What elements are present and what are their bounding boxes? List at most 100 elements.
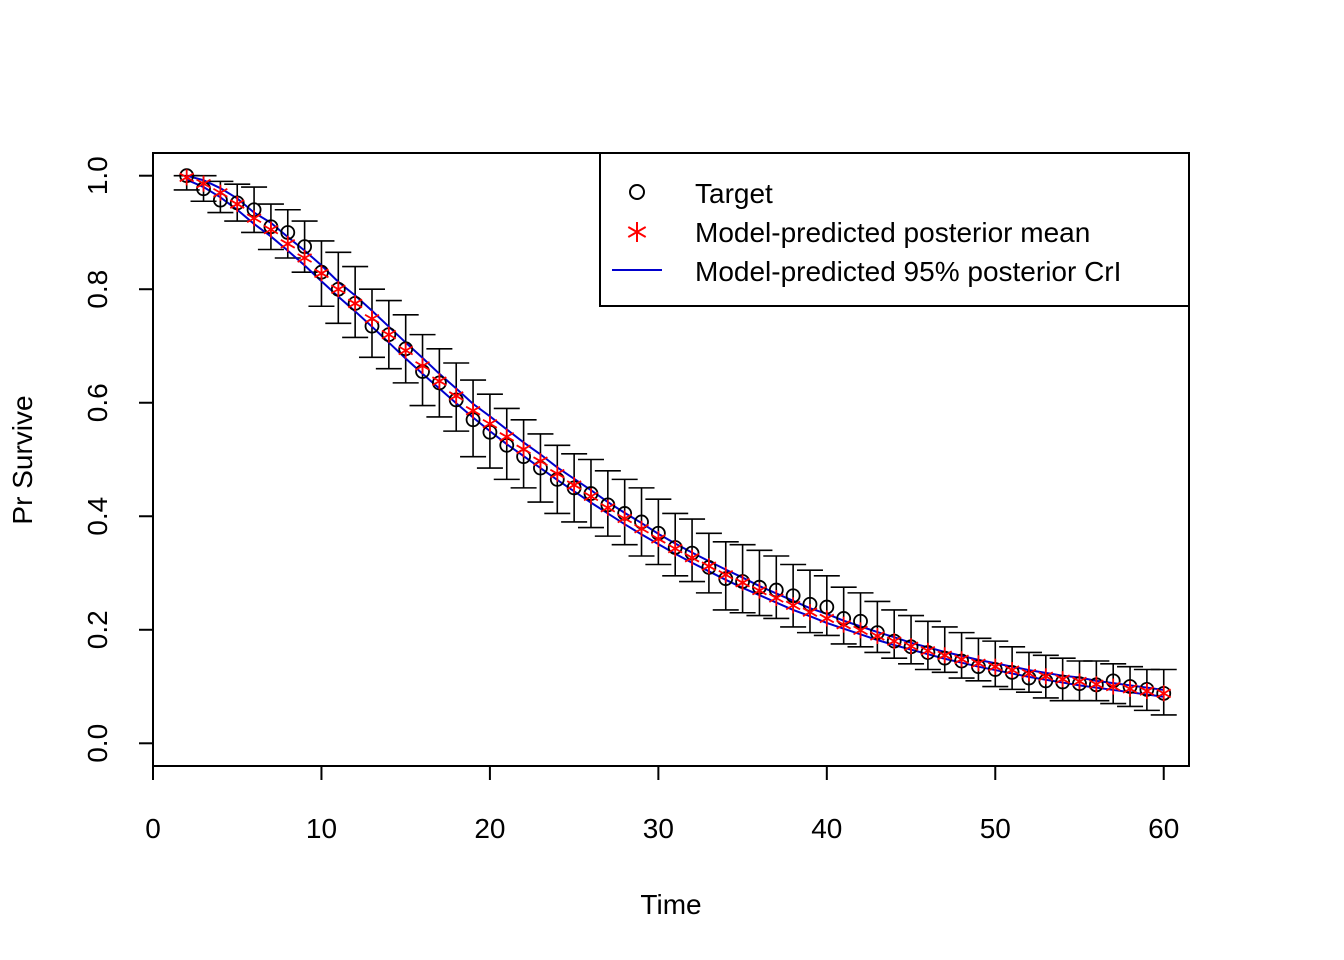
mean-point xyxy=(886,633,902,650)
mean-point-stroke xyxy=(1139,686,1155,696)
mean-point xyxy=(1055,671,1071,688)
mean-point xyxy=(836,616,852,633)
mean-point-stroke xyxy=(297,253,313,263)
legend-cri-label: Model-predicted 95% posterior CrI xyxy=(695,256,1121,287)
mean-point xyxy=(701,558,717,575)
mean-point xyxy=(937,647,953,664)
mean-point xyxy=(600,499,616,516)
mean-point xyxy=(971,655,986,672)
mean-point xyxy=(634,520,649,537)
y-axis: 0.0 0.2 0.4 0.6 0.8 1.0 xyxy=(82,156,154,763)
mean-point-stroke xyxy=(1122,684,1138,694)
mean-point xyxy=(549,465,565,482)
mean-point-stroke xyxy=(617,513,633,524)
mean-point xyxy=(768,589,784,606)
mean-point xyxy=(1038,668,1054,685)
y-tick-label: 0.4 xyxy=(82,497,113,536)
mean-point xyxy=(280,235,296,252)
mean-point xyxy=(448,387,464,404)
mean-point xyxy=(499,428,515,445)
mean-point xyxy=(903,638,919,655)
mean-point-stroke xyxy=(330,284,346,295)
mean-point-stroke xyxy=(263,224,279,235)
mean-point-stroke xyxy=(886,636,902,646)
mean-point xyxy=(347,295,363,312)
mean-point xyxy=(1021,665,1037,682)
mean-point xyxy=(802,604,818,621)
mean-point-stroke xyxy=(280,239,296,249)
mean-point xyxy=(920,642,936,659)
y-tick-label: 0.2 xyxy=(82,610,113,649)
mean-point xyxy=(785,597,801,614)
mean-point xyxy=(533,453,548,470)
mean-point-stroke xyxy=(836,619,852,630)
posterior-mean-points xyxy=(179,169,1172,702)
mean-point xyxy=(650,530,666,547)
mean-point-stroke xyxy=(179,172,195,183)
mean-point xyxy=(465,402,481,419)
x-tick-label: 50 xyxy=(980,813,1011,844)
mean-point-stroke xyxy=(499,432,515,442)
mean-point xyxy=(583,488,599,505)
mean-point xyxy=(566,477,582,494)
mean-point xyxy=(364,310,380,327)
mean-point xyxy=(684,549,700,566)
mean-point xyxy=(179,169,195,186)
x-axis-label: Time xyxy=(640,889,701,920)
mean-point-stroke xyxy=(1021,668,1037,679)
mean-point-stroke xyxy=(1088,679,1104,690)
mean-point xyxy=(1004,662,1020,679)
mean-point xyxy=(1088,676,1104,693)
mean-point-stroke xyxy=(448,391,464,401)
legend-target-symbol xyxy=(629,184,645,200)
mean-point xyxy=(330,281,346,298)
mean-point xyxy=(482,415,498,432)
mean-point-stroke xyxy=(1004,665,1020,675)
mean-point xyxy=(381,326,397,343)
mean-point-stroke xyxy=(600,502,616,513)
mean-point xyxy=(1105,678,1121,695)
mean-point-stroke xyxy=(701,561,717,571)
mean-point xyxy=(398,342,414,359)
mean-point xyxy=(718,566,734,583)
mean-point-stroke xyxy=(819,613,835,624)
mean-point xyxy=(819,610,835,627)
mean-point-stroke xyxy=(971,658,986,669)
mean-point-stroke xyxy=(1072,676,1087,687)
x-tick-label: 60 xyxy=(1148,813,1179,844)
mean-point xyxy=(667,540,683,557)
mean-point-stroke xyxy=(1156,688,1172,699)
mean-point xyxy=(1122,680,1138,697)
mean-point xyxy=(263,221,279,238)
x-tick-label: 40 xyxy=(811,813,842,844)
mean-point-stroke xyxy=(1038,671,1054,682)
mean-point-stroke xyxy=(482,418,498,429)
legend-box xyxy=(599,152,1190,307)
mean-point-stroke xyxy=(314,268,329,279)
mean-point xyxy=(246,210,262,227)
mean-point-stroke xyxy=(398,345,414,356)
mean-point-stroke xyxy=(566,480,582,490)
mean-point-stroke xyxy=(718,569,734,580)
mean-point xyxy=(1139,683,1155,700)
mean-point-stroke xyxy=(954,654,969,665)
mean-point-stroke xyxy=(347,298,363,309)
mean-point xyxy=(954,651,969,668)
mean-point-stroke xyxy=(735,577,751,588)
mean-point xyxy=(752,582,767,599)
x-tick-label: 20 xyxy=(474,813,505,844)
y-tick-label: 0.0 xyxy=(82,724,113,763)
mean-point-stroke xyxy=(431,376,447,386)
mean-point-stroke xyxy=(684,552,700,563)
mean-point xyxy=(415,357,430,374)
x-tick-label: 0 xyxy=(145,813,161,844)
mean-point xyxy=(212,184,228,201)
mean-point-stroke xyxy=(853,625,868,636)
legend-target-label: Target xyxy=(695,178,773,209)
mean-point xyxy=(987,658,1003,675)
y-tick-label: 0.6 xyxy=(82,383,113,422)
mean-point xyxy=(617,510,633,527)
mean-point-stroke xyxy=(533,456,548,466)
mean-point xyxy=(196,175,211,192)
